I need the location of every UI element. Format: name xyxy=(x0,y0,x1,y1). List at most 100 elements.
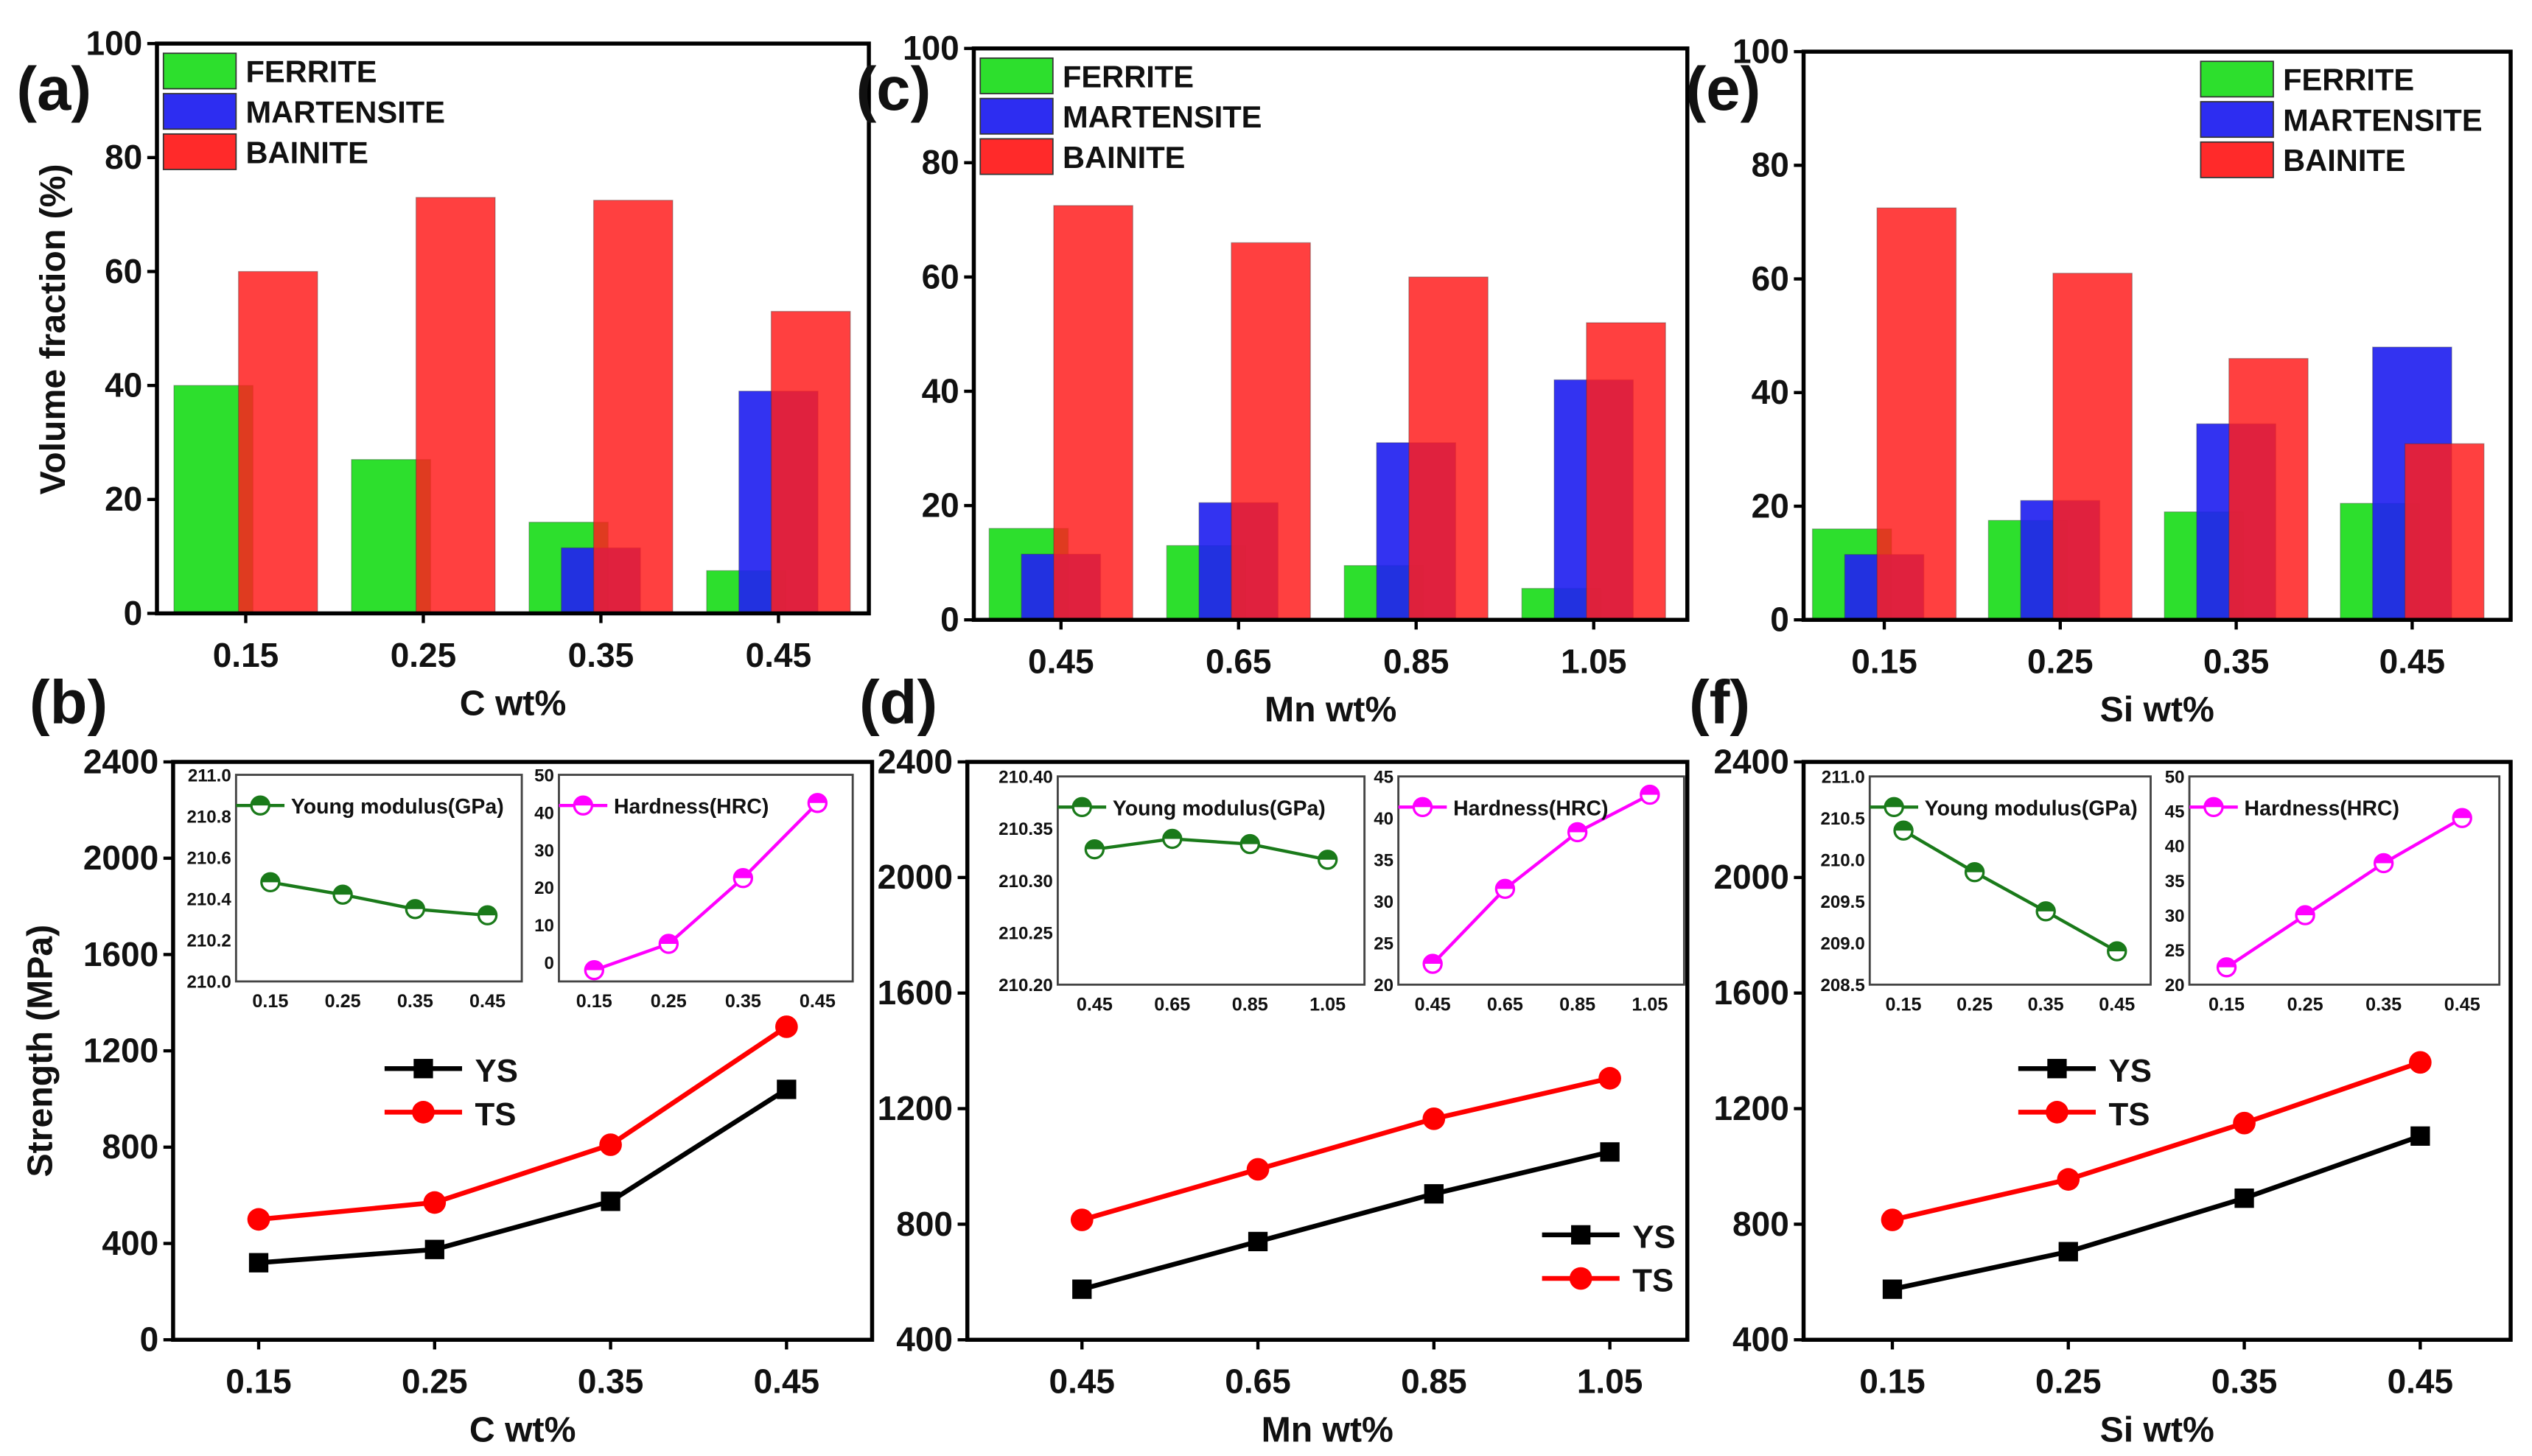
inset-marker-fill xyxy=(1085,840,1104,850)
marker-ts xyxy=(2057,1168,2080,1191)
inset-marker-fill xyxy=(251,797,270,806)
legend-label: FERRITE xyxy=(1063,59,1194,94)
inset-frame xyxy=(234,774,523,983)
y-tick-label: 100 xyxy=(1732,32,1789,70)
legend-marker xyxy=(2046,1101,2068,1124)
y-tick-label: 400 xyxy=(896,1320,953,1359)
inset-legend-label: Hardness(HRC) xyxy=(1453,797,1608,820)
y-tick-label: 800 xyxy=(102,1127,158,1166)
marker-ts xyxy=(1070,1208,1094,1231)
y-tick-label: 0 xyxy=(1770,601,1789,639)
y-tick-label: 0 xyxy=(940,601,959,639)
inset-x-tick-label: 0.25 xyxy=(325,991,361,1012)
legend-swatch-ferrite xyxy=(162,52,237,90)
inset-x-tick-label: 0.45 xyxy=(800,991,836,1012)
inset-frame xyxy=(2188,775,2501,986)
inset-x-tick-label: 0.35 xyxy=(397,991,433,1012)
inset-marker-fill xyxy=(1413,798,1432,808)
bar-bainite-0.35 xyxy=(592,200,674,615)
inset-y-tick-label: 210.4 xyxy=(187,890,232,910)
inset-x-tick-label: 0.45 xyxy=(1077,994,1113,1015)
marker-ts xyxy=(2233,1111,2256,1135)
legend-label: FERRITE xyxy=(245,55,377,89)
inset-y-tick-label: 35 xyxy=(2165,872,2185,892)
inset-x-tick-label: 0.45 xyxy=(469,991,506,1012)
inset-marker-fill xyxy=(2037,902,2055,911)
y-tick-label: 100 xyxy=(86,24,143,62)
y-tick-label: 80 xyxy=(105,138,142,176)
inset-y-tick-label: 30 xyxy=(2165,906,2185,926)
x-axis-label: C wt% xyxy=(460,683,567,723)
inset-y-tick-label: 208.5 xyxy=(1820,976,1864,995)
y-tick-label: 100 xyxy=(903,29,959,67)
marker-ys xyxy=(1248,1231,1268,1252)
inset-x-tick-label: 0.25 xyxy=(651,991,687,1012)
x-tick-label: 0.35 xyxy=(568,636,634,674)
bar-bainite-0.45 xyxy=(2404,443,2485,620)
inset-x-tick-label: 0.35 xyxy=(2365,994,2402,1015)
legend-marker xyxy=(1571,1225,1591,1245)
inset-x-tick-label: 0.35 xyxy=(2028,994,2064,1015)
x-axis-label: Si wt% xyxy=(2100,1410,2214,1449)
inset-y-tick-label: 210.5 xyxy=(1820,809,1864,829)
inset-x-tick-label: 0.85 xyxy=(1232,994,1268,1015)
inset-marker-fill xyxy=(1424,955,1442,965)
inset-frame xyxy=(1868,775,2152,986)
y-tick-label: 2400 xyxy=(1713,742,1788,780)
inset-y-tick-label: 10 xyxy=(534,916,554,936)
panel-label: (f) xyxy=(1689,668,1750,736)
y-tick-label: 40 xyxy=(1752,373,1789,411)
x-tick-label: 0.15 xyxy=(1859,1362,1926,1401)
x-tick-label: 0.45 xyxy=(2379,643,2446,681)
inset-marker-fill xyxy=(2204,798,2223,808)
inset-marker-fill xyxy=(1885,798,1903,808)
inset-y-tick-label: 40 xyxy=(1374,809,1393,829)
inset-y-tick-label: 211.0 xyxy=(188,766,231,785)
x-tick-label: 0.45 xyxy=(2388,1362,2454,1401)
x-tick-label: 0.15 xyxy=(213,636,279,674)
y-tick-label: 400 xyxy=(1732,1320,1789,1359)
legend-label: YS xyxy=(2109,1053,2152,1089)
bar-bainite-0.15 xyxy=(237,270,318,615)
marker-ys xyxy=(248,1253,269,1273)
inset-marker-fill xyxy=(1965,863,1984,872)
legend-marker xyxy=(413,1059,433,1079)
inset-x-tick-label: 0.45 xyxy=(2099,994,2135,1015)
legend-marker xyxy=(2047,1059,2067,1079)
marker-ys xyxy=(1882,1279,1903,1299)
y-tick-label: 60 xyxy=(105,252,142,290)
inset-marker-fill xyxy=(2374,854,2393,864)
bar-bainite-0.15 xyxy=(1876,207,1957,620)
inset-marker-fill xyxy=(2217,958,2236,967)
inset-marker-fill xyxy=(1640,785,1659,795)
inset-series-line xyxy=(1094,837,1329,861)
x-tick-label: 0.65 xyxy=(1206,643,1272,681)
series-line-ys xyxy=(258,1087,788,1265)
inset-y-tick-label: 20 xyxy=(534,878,554,898)
x-tick-label: 0.15 xyxy=(225,1362,292,1401)
legend-label: BAINITE xyxy=(245,135,368,169)
marker-ys xyxy=(424,1239,444,1259)
legend-label: BAINITE xyxy=(2283,143,2405,178)
y-tick-label: 2000 xyxy=(1713,858,1788,896)
marker-ts xyxy=(423,1191,447,1214)
marker-ts xyxy=(775,1015,798,1038)
y-tick-label: 40 xyxy=(105,365,142,404)
bar-bainite-0.25 xyxy=(2052,273,2133,620)
legend-label: FERRITE xyxy=(2283,63,2414,97)
y-tick-label: 400 xyxy=(102,1224,158,1262)
y-tick-label: 20 xyxy=(922,486,959,524)
inset-marker-fill xyxy=(334,886,352,895)
y-tick-label: 1200 xyxy=(1713,1089,1788,1127)
marker-ys xyxy=(777,1079,797,1099)
plot-frame xyxy=(1801,49,2513,622)
marker-ts xyxy=(247,1208,270,1231)
inset-marker-fill xyxy=(1895,822,1913,831)
y-axis-label: Volume fraction (%) xyxy=(33,164,73,494)
legend-label: YS xyxy=(1632,1219,1675,1255)
plot-frame xyxy=(971,46,1690,622)
inset-y-tick-label: 0 xyxy=(545,953,554,973)
inset-y-tick-label: 20 xyxy=(2165,976,2185,995)
bar-bainite-0.45 xyxy=(770,310,851,615)
